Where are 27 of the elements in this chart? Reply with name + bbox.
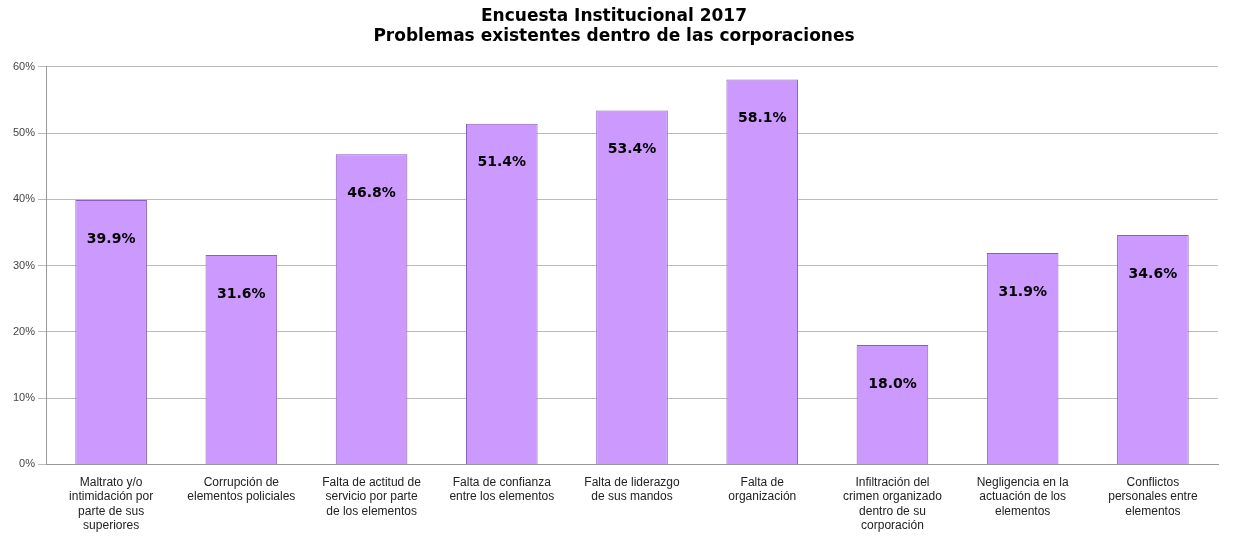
y-tick-label: 30% xyxy=(12,258,36,271)
chart-title: Encuesta Institucional 2017 xyxy=(480,4,748,25)
y-tick-label: 50% xyxy=(12,126,36,139)
chart-subtitle: Problemas existentes dentro de las corporaciones xyxy=(373,25,855,46)
x-tick-label: Conflictos personales entre elementos xyxy=(1108,474,1198,518)
x-tick-label: Maltrato y/o intimidación por parte de sus superiores xyxy=(69,474,154,533)
x-tick-label: Falta de confianza entre los elementos xyxy=(449,474,555,504)
x-tick-label: Corrupción de elementos policiales xyxy=(187,474,296,504)
data-label: 46.8% xyxy=(347,183,396,200)
x-tick-label: Falta de organización xyxy=(728,474,797,504)
data-label: 51.4% xyxy=(477,153,527,170)
y-tick-label: 60% xyxy=(12,59,36,72)
data-label: 18.0% xyxy=(868,374,917,391)
data-label: 58.1% xyxy=(737,109,787,126)
data-label: 53.4% xyxy=(607,140,657,157)
data-label: 39.9% xyxy=(86,229,136,246)
data-label: 31.9% xyxy=(998,282,1047,299)
x-tick-label: Infiltración del crimen organizado dentro de su corporación xyxy=(843,474,943,533)
data-label: 34.6% xyxy=(1128,264,1178,281)
y-tick-label: 40% xyxy=(12,192,36,205)
x-tick-label: Falta de actitud de servicio por parte de los elementos xyxy=(322,474,422,518)
data-label: 31.6% xyxy=(217,284,266,301)
y-tick-label: 0% xyxy=(19,457,36,470)
x-tick-label: Falta de liderazgo de sus mandos xyxy=(584,474,681,504)
y-tick-label: 10% xyxy=(12,391,36,404)
y-tick-label: 20% xyxy=(12,324,36,337)
x-tick-label: Negligencia en la actuación de los elementos xyxy=(976,474,1070,518)
